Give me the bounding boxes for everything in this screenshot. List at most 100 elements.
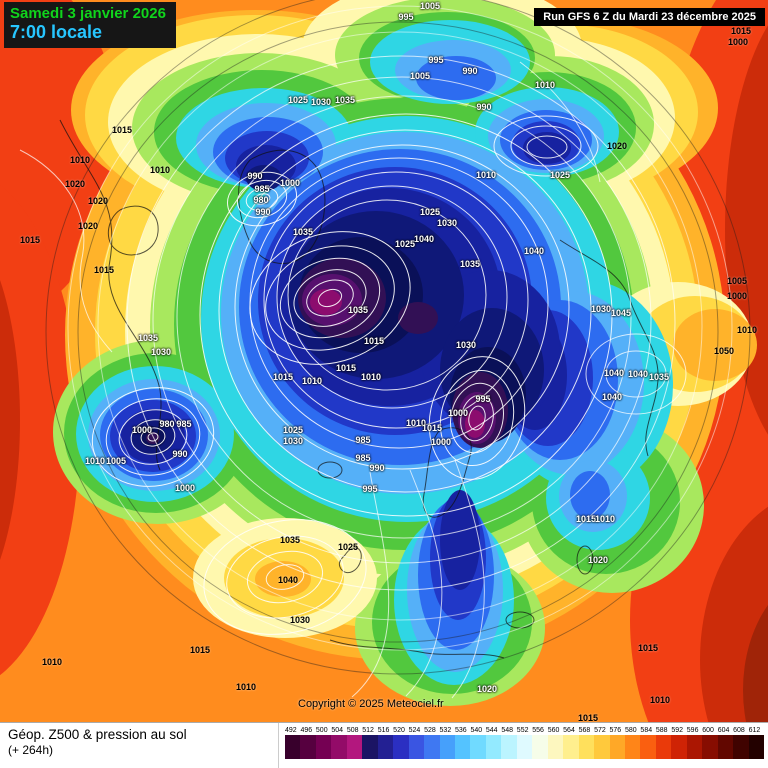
colorbar-segment: 608 bbox=[733, 726, 749, 766]
colorbar-tick-label: 500 bbox=[315, 727, 328, 734]
colorbar-cell bbox=[362, 735, 378, 759]
colorbar-tick-label: 540 bbox=[470, 727, 483, 734]
colorbar-cell bbox=[532, 735, 548, 759]
colorbar-tick-label: 556 bbox=[532, 727, 544, 734]
colorbar-segment: 592 bbox=[671, 726, 687, 766]
colorbar-cell bbox=[300, 735, 316, 759]
colorbar-segment: 504 bbox=[331, 726, 347, 766]
colorbar-segment: 604 bbox=[717, 726, 734, 766]
bottom-bar: Géop. Z500 & pression au sol (+ 264h) 49… bbox=[0, 722, 768, 768]
colorbar-tick-label: 564 bbox=[563, 727, 575, 734]
colorbar-tick-label: 492 bbox=[285, 727, 297, 734]
colorbar-segment: 544 bbox=[485, 726, 502, 766]
colorbar-segment: 552 bbox=[516, 726, 533, 766]
colorbar-cell bbox=[717, 735, 734, 759]
colorbar-segment: 508 bbox=[346, 726, 363, 766]
colorbar-tick-label: 528 bbox=[424, 727, 436, 734]
colorbar-segment: 524 bbox=[408, 726, 425, 766]
colorbar-tick-label: 596 bbox=[686, 727, 699, 734]
colorbar-tick-label: 560 bbox=[547, 727, 560, 734]
colorbar-segment: 560 bbox=[547, 726, 564, 766]
colorbar-cell bbox=[578, 735, 595, 759]
colorbar-cell bbox=[346, 735, 363, 759]
colorbar-tick-label: 608 bbox=[733, 727, 745, 734]
colorbar-tick-label: 512 bbox=[362, 727, 374, 734]
colorbar-tick-label: 504 bbox=[331, 727, 344, 734]
model-run-label: Run GFS 6 Z du Mardi 23 décembre 2025 bbox=[534, 8, 765, 26]
colorbar-tick-label: 552 bbox=[516, 727, 529, 734]
colorbar-cell bbox=[439, 735, 455, 759]
colorbar-tick-label: 516 bbox=[377, 727, 390, 734]
colorbar-cell bbox=[501, 735, 517, 759]
colorbar-segment: 496 bbox=[300, 726, 316, 766]
colorbar-tick-label: 604 bbox=[717, 727, 730, 734]
colorbar-segment: 548 bbox=[501, 726, 517, 766]
colorbar-cell bbox=[563, 735, 579, 759]
colorbar-cell bbox=[671, 735, 687, 759]
colorbar-cell bbox=[609, 735, 625, 759]
colorbar-segment: 536 bbox=[454, 726, 471, 766]
colorbar-cell bbox=[594, 735, 610, 759]
colorbar-segment: 516 bbox=[377, 726, 394, 766]
colorbar-segment: 588 bbox=[655, 726, 672, 766]
colorbar-tick-label: 496 bbox=[300, 727, 313, 734]
colorbar-segment: 580 bbox=[624, 726, 641, 766]
colorbar-cell bbox=[640, 735, 656, 759]
colorbar-cell bbox=[377, 735, 394, 759]
forecast-lead-time: (+ 264h) bbox=[8, 743, 54, 757]
colorbar-segment: 520 bbox=[393, 726, 409, 766]
colorbar-cell bbox=[733, 735, 749, 759]
band-purple bbox=[146, 258, 508, 448]
colorbar: 492 496 500 504 508 512 516 520 524 528 532 536 540 5… bbox=[285, 726, 765, 766]
colorbar-segment: 584 bbox=[640, 726, 656, 766]
colorbar-segment: 600 bbox=[702, 726, 718, 766]
colorbar-tick-label: 568 bbox=[578, 727, 591, 734]
colorbar-cell bbox=[516, 735, 533, 759]
colorbar-tick-label: 536 bbox=[454, 727, 467, 734]
colorbar-tick-label: 600 bbox=[702, 727, 714, 734]
colorbar-segment: 556 bbox=[532, 726, 548, 766]
colorbar-segment: 500 bbox=[315, 726, 332, 766]
colorbar-tick-label: 508 bbox=[346, 727, 359, 734]
colorbar-cell bbox=[408, 735, 425, 759]
colorbar-cell bbox=[624, 735, 641, 759]
colorbar-tick-label: 576 bbox=[609, 727, 622, 734]
colorbar-tick-label: 524 bbox=[408, 727, 421, 734]
colorbar-cell bbox=[748, 735, 765, 759]
date-box: Samedi 3 janvier 2026 7:00 locale bbox=[4, 2, 176, 48]
colorbar-segment: 612 bbox=[748, 726, 765, 766]
forecast-time: 7:00 locale bbox=[10, 22, 103, 42]
colorbar-tick-label: 520 bbox=[393, 727, 405, 734]
colorbar-tick-label: 588 bbox=[655, 727, 668, 734]
colorbar-cell bbox=[686, 735, 703, 759]
colorbar-cell bbox=[331, 735, 347, 759]
colorbar-segment: 596 bbox=[686, 726, 703, 766]
colorbar-tick-label: 612 bbox=[748, 727, 761, 734]
colorbar-segment: 512 bbox=[362, 726, 378, 766]
forecast-date: Samedi 3 janvier 2026 bbox=[10, 5, 166, 22]
map-title: Géop. Z500 & pression au sol bbox=[8, 727, 187, 742]
colorbar-cell bbox=[285, 735, 301, 759]
colorbar-cell bbox=[424, 735, 440, 759]
colorbar-cell bbox=[702, 735, 718, 759]
colorbar-tick-label: 580 bbox=[624, 727, 637, 734]
colorbar-tick-label: 532 bbox=[439, 727, 452, 734]
colorbar-segment: 528 bbox=[424, 726, 440, 766]
colorbar-tick-label: 548 bbox=[501, 727, 514, 734]
colorbar-cell bbox=[454, 735, 471, 759]
colorbar-cell bbox=[470, 735, 486, 759]
colorbar-cell bbox=[485, 735, 502, 759]
height-contours bbox=[45, 0, 751, 675]
copyright-text: Copyright © 2025 Meteociel.fr bbox=[298, 698, 444, 710]
colorbar-segment: 564 bbox=[563, 726, 579, 766]
map-title-box: Géop. Z500 & pression au sol (+ 264h) bbox=[0, 723, 279, 768]
colorbar-tick-label: 544 bbox=[485, 727, 498, 734]
colorbar-segment: 568 bbox=[578, 726, 595, 766]
colorbar-cell bbox=[655, 735, 672, 759]
colorbar-segment: 492 bbox=[285, 726, 301, 766]
colorbar-cell bbox=[315, 735, 332, 759]
colorbar-wrap: 492 496 500 504 508 512 516 520 524 528 532 536 540 5… bbox=[279, 723, 768, 768]
colorbar-tick-label: 584 bbox=[640, 727, 653, 734]
